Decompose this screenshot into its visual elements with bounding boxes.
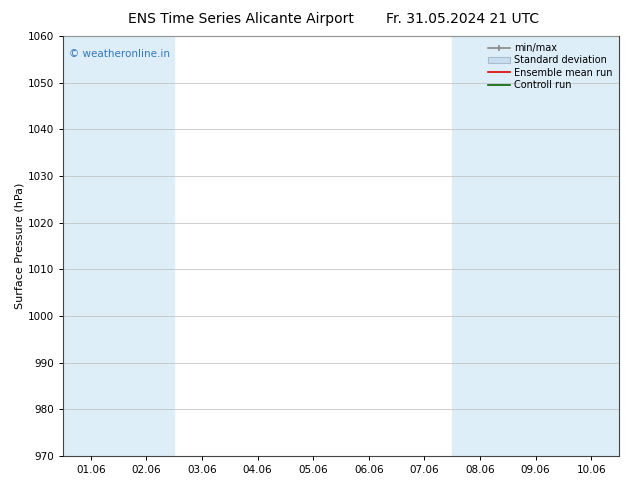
Bar — [119, 36, 174, 456]
Bar — [564, 36, 619, 456]
Text: Fr. 31.05.2024 21 UTC: Fr. 31.05.2024 21 UTC — [386, 12, 540, 26]
Text: ENS Time Series Alicante Airport: ENS Time Series Alicante Airport — [128, 12, 354, 26]
Bar — [63, 36, 119, 456]
Text: © weatheronline.in: © weatheronline.in — [68, 49, 170, 59]
Legend: min/max, Standard deviation, Ensemble mean run, Controll run: min/max, Standard deviation, Ensemble me… — [486, 41, 614, 92]
Y-axis label: Surface Pressure (hPa): Surface Pressure (hPa) — [15, 183, 25, 309]
Bar — [452, 36, 508, 456]
Bar — [508, 36, 564, 456]
